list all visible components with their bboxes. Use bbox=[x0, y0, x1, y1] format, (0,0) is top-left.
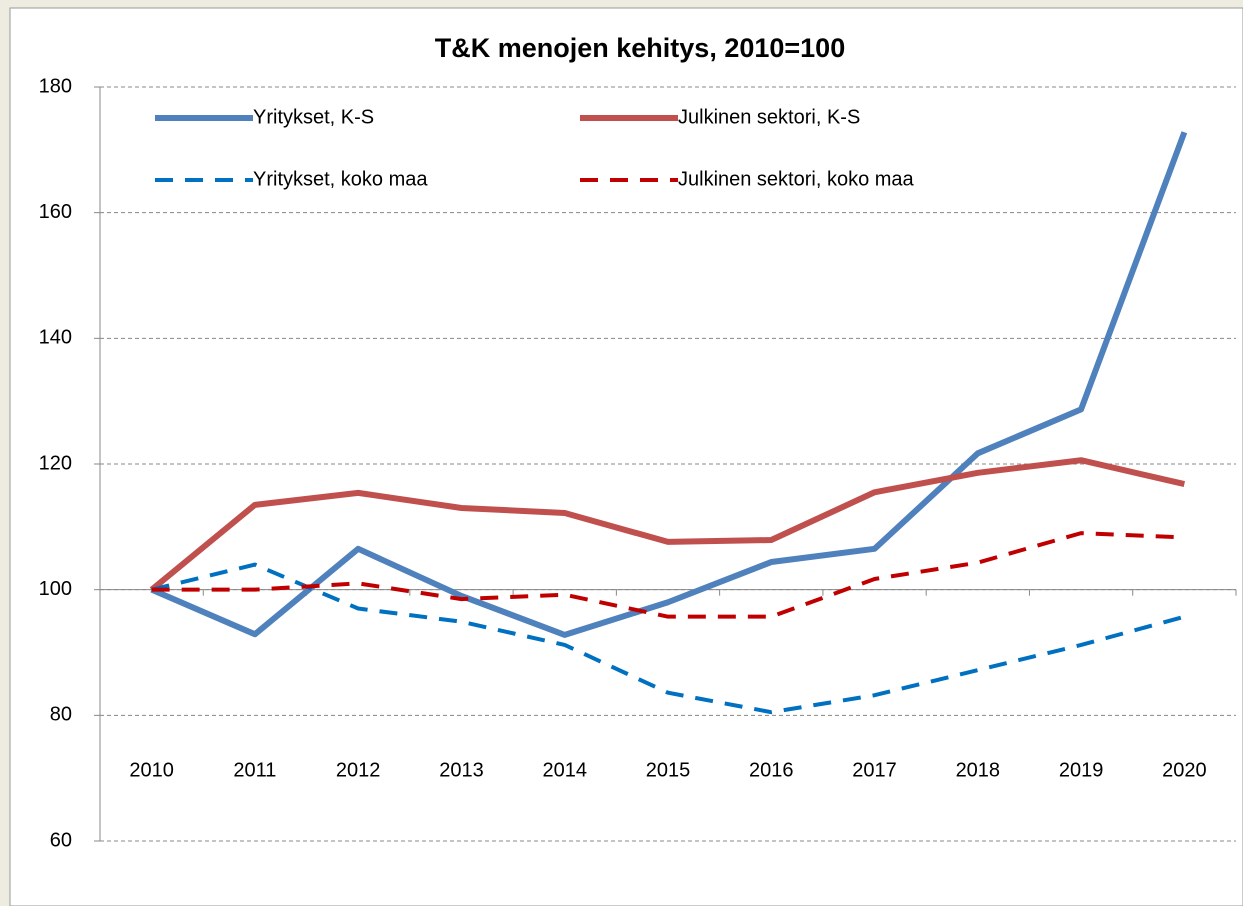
x-tick-label: 2017 bbox=[852, 759, 897, 781]
x-tick-label: 2018 bbox=[956, 759, 1001, 781]
chart-title: T&K menojen kehitys, 2010=100 bbox=[435, 33, 845, 63]
y-tick-label: 100 bbox=[39, 578, 72, 600]
chart-background bbox=[9, 7, 1243, 906]
legend-label: Yritykset, koko maa bbox=[253, 168, 428, 190]
y-tick-label: 80 bbox=[50, 704, 72, 726]
x-tick-label: 2010 bbox=[129, 759, 174, 781]
series-line bbox=[151, 531, 1185, 619]
x-tick-label: 2013 bbox=[439, 759, 484, 781]
y-tick-label: 140 bbox=[39, 327, 72, 349]
x-tick-label: 2020 bbox=[1162, 759, 1207, 781]
x-tick-label: 2015 bbox=[646, 759, 691, 781]
x-tick-label: 2011 bbox=[233, 759, 276, 781]
x-tick-label: 2014 bbox=[542, 759, 587, 781]
y-tick-label: 120 bbox=[39, 452, 72, 474]
y-tick-label: 180 bbox=[39, 75, 72, 97]
y-tick-label: 160 bbox=[39, 201, 72, 223]
legend-label: Julkinen sektori, koko maa bbox=[678, 168, 915, 190]
legend-label: Yritykset, K-S bbox=[253, 106, 374, 128]
x-tick-label: 2016 bbox=[749, 759, 794, 781]
series-line bbox=[149, 457, 1186, 592]
legend-label: Julkinen sektori, K-S bbox=[678, 106, 860, 128]
series-line bbox=[151, 562, 1185, 715]
x-tick-label: 2019 bbox=[1059, 759, 1104, 781]
series-line bbox=[150, 131, 1188, 638]
y-tick-label: 60 bbox=[50, 829, 72, 851]
x-tick-label: 2012 bbox=[336, 759, 381, 781]
